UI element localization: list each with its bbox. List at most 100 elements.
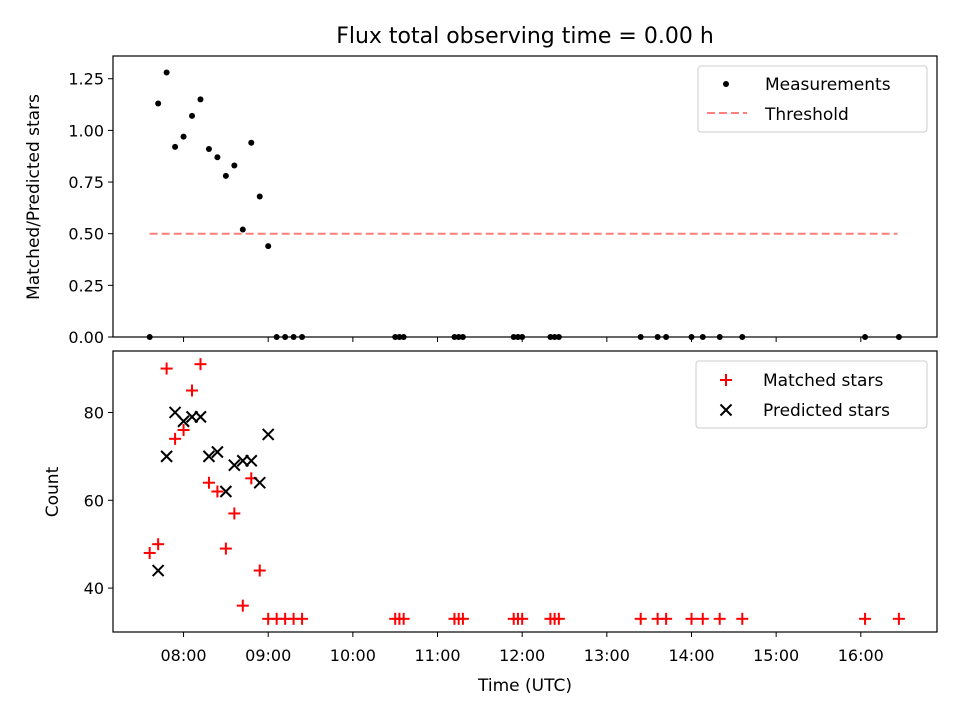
legend-predicted-marker <box>719 403 733 417</box>
matched-point-37 <box>736 612 749 625</box>
legend-matched-marker <box>720 374 732 386</box>
x-tick-label-8: 16:00 <box>838 646 884 665</box>
predicted-point-5 <box>194 410 207 424</box>
x-tick-label-6: 14:00 <box>668 646 714 665</box>
matched-point-31 <box>634 612 647 625</box>
top-axes: 0.00 0.25 0.50 0.75 1.00 1.25 <box>68 55 938 347</box>
predicted-point-2-b <box>168 406 182 419</box>
x-tick-label-4: 12:00 <box>499 646 545 665</box>
matched-point-38 <box>859 612 872 625</box>
x-tick-label-3: 11:00 <box>414 646 460 665</box>
matched-point-6 <box>194 358 207 371</box>
predicted-point-1 <box>160 450 173 463</box>
bottom-legend: Matched stars Predicted stars <box>695 360 928 429</box>
matched-point-10 <box>228 507 241 520</box>
matched-point-27 <box>516 612 529 625</box>
predicted-point-8 <box>219 485 233 498</box>
bottom-legend-label-0: Matched stars <box>763 371 883 391</box>
matched-point-24 <box>456 612 469 625</box>
matched-point-33 <box>660 612 673 625</box>
top-legend: Measurements Threshold <box>697 65 928 133</box>
matched-point-0 <box>143 546 156 559</box>
matched-point-1 <box>152 538 165 551</box>
matched-point-39 <box>892 612 905 625</box>
top-axes-frame <box>112 55 938 338</box>
predicted-point-9-b <box>228 458 241 472</box>
bottom-y-axis-label: Count <box>43 466 63 517</box>
matched-point-30 <box>552 612 565 625</box>
predicted-point-9 <box>228 458 241 472</box>
top-legend-box <box>697 65 928 133</box>
bottom-axes: 40 60 80 08:00 09:00 10:00 11:00 12:00 13:00 14:0… <box>84 350 938 665</box>
matched-point-5 <box>186 384 199 397</box>
predicted-point-1-b <box>160 450 173 463</box>
matched-point-36 <box>713 612 726 625</box>
bottom-legend-box <box>695 360 928 429</box>
predicted-point-6 <box>202 450 216 463</box>
predicted-point-11 <box>245 454 258 467</box>
top-y-axis-label: Matched/Predicted stars <box>24 94 44 300</box>
predicted-point-7-b <box>211 445 224 459</box>
measurement-point-14 <box>265 243 272 250</box>
measurement-point-7 <box>205 145 212 152</box>
predicted-point-7 <box>211 445 224 459</box>
measurement-point-11 <box>239 226 246 233</box>
bottom-y-tick-label-2: 80 <box>84 403 104 422</box>
top-y-tick-label-2: 0.50 <box>68 225 104 244</box>
matched-point-34 <box>685 612 698 625</box>
predicted-point-3 <box>177 415 190 428</box>
predicted-point-12 <box>253 476 266 489</box>
x-tick-label-1: 09:00 <box>245 646 291 665</box>
matched-point-7 <box>202 476 215 489</box>
x-tick-label-2: 10:00 <box>330 646 376 665</box>
matched-point-13 <box>253 564 266 577</box>
measurement-point-6 <box>197 96 204 103</box>
predicted-point-12-b <box>253 476 266 489</box>
measurement-point-4 <box>180 133 187 140</box>
bottom-legend-label-1: Predicted stars <box>763 401 890 421</box>
top-y-tick-label-4: 1.00 <box>68 121 104 140</box>
legend-measurements-marker <box>723 81 729 87</box>
measurement-point-12 <box>248 139 255 146</box>
predicted-point-11-b <box>245 454 258 467</box>
x-axis-label: Time (UTC) <box>477 676 572 696</box>
top-y-tick-label-0: 0.00 <box>68 328 104 347</box>
measurement-point-3 <box>172 143 179 150</box>
measurement-point-10 <box>231 162 238 169</box>
predicted-point-8-b <box>219 485 233 498</box>
matched-point-8 <box>211 485 224 498</box>
bottom-axes-frame <box>112 350 938 633</box>
top-chart-title: Flux total observing time = 0.00 h <box>336 24 714 49</box>
measurement-point-1 <box>155 100 162 107</box>
legend-predicted-marker-b <box>719 403 733 417</box>
top-y-tick-label-3: 0.75 <box>68 173 104 192</box>
bottom-plot-area <box>143 358 905 625</box>
matched-point-4 <box>177 424 190 437</box>
predicted-point-13 <box>261 428 275 441</box>
measurement-point-8 <box>214 154 221 161</box>
predicted-point-13-b <box>261 428 275 441</box>
matched-point-11 <box>236 599 249 612</box>
matched-point-35 <box>696 612 709 625</box>
predicted-point-5-b <box>194 410 207 424</box>
predicted-point-0 <box>151 564 165 577</box>
matched-point-2 <box>160 362 173 375</box>
x-tick-label-0: 08:00 <box>160 646 206 665</box>
top-legend-label-0: Measurements <box>765 75 891 95</box>
measurement-point-13 <box>256 193 263 200</box>
predicted-point-3-b <box>177 415 190 428</box>
x-tick-label-5: 13:00 <box>584 646 630 665</box>
top-legend-label-1: Threshold <box>764 105 849 125</box>
top-y-tick-label-5: 1.25 <box>68 70 104 89</box>
x-tick-label-7: 15:00 <box>753 646 799 665</box>
matched-point-9 <box>219 542 232 555</box>
measurement-point-2 <box>163 69 170 76</box>
predicted-point-6-b <box>202 450 216 463</box>
measurement-point-5 <box>189 112 196 119</box>
bottom-y-tick-label-0: 40 <box>84 579 104 598</box>
measurement-point-9 <box>222 172 229 179</box>
matched-point-21 <box>397 612 410 625</box>
bottom-y-tick-label-1: 60 <box>84 491 104 510</box>
matched-point-18 <box>296 612 309 625</box>
